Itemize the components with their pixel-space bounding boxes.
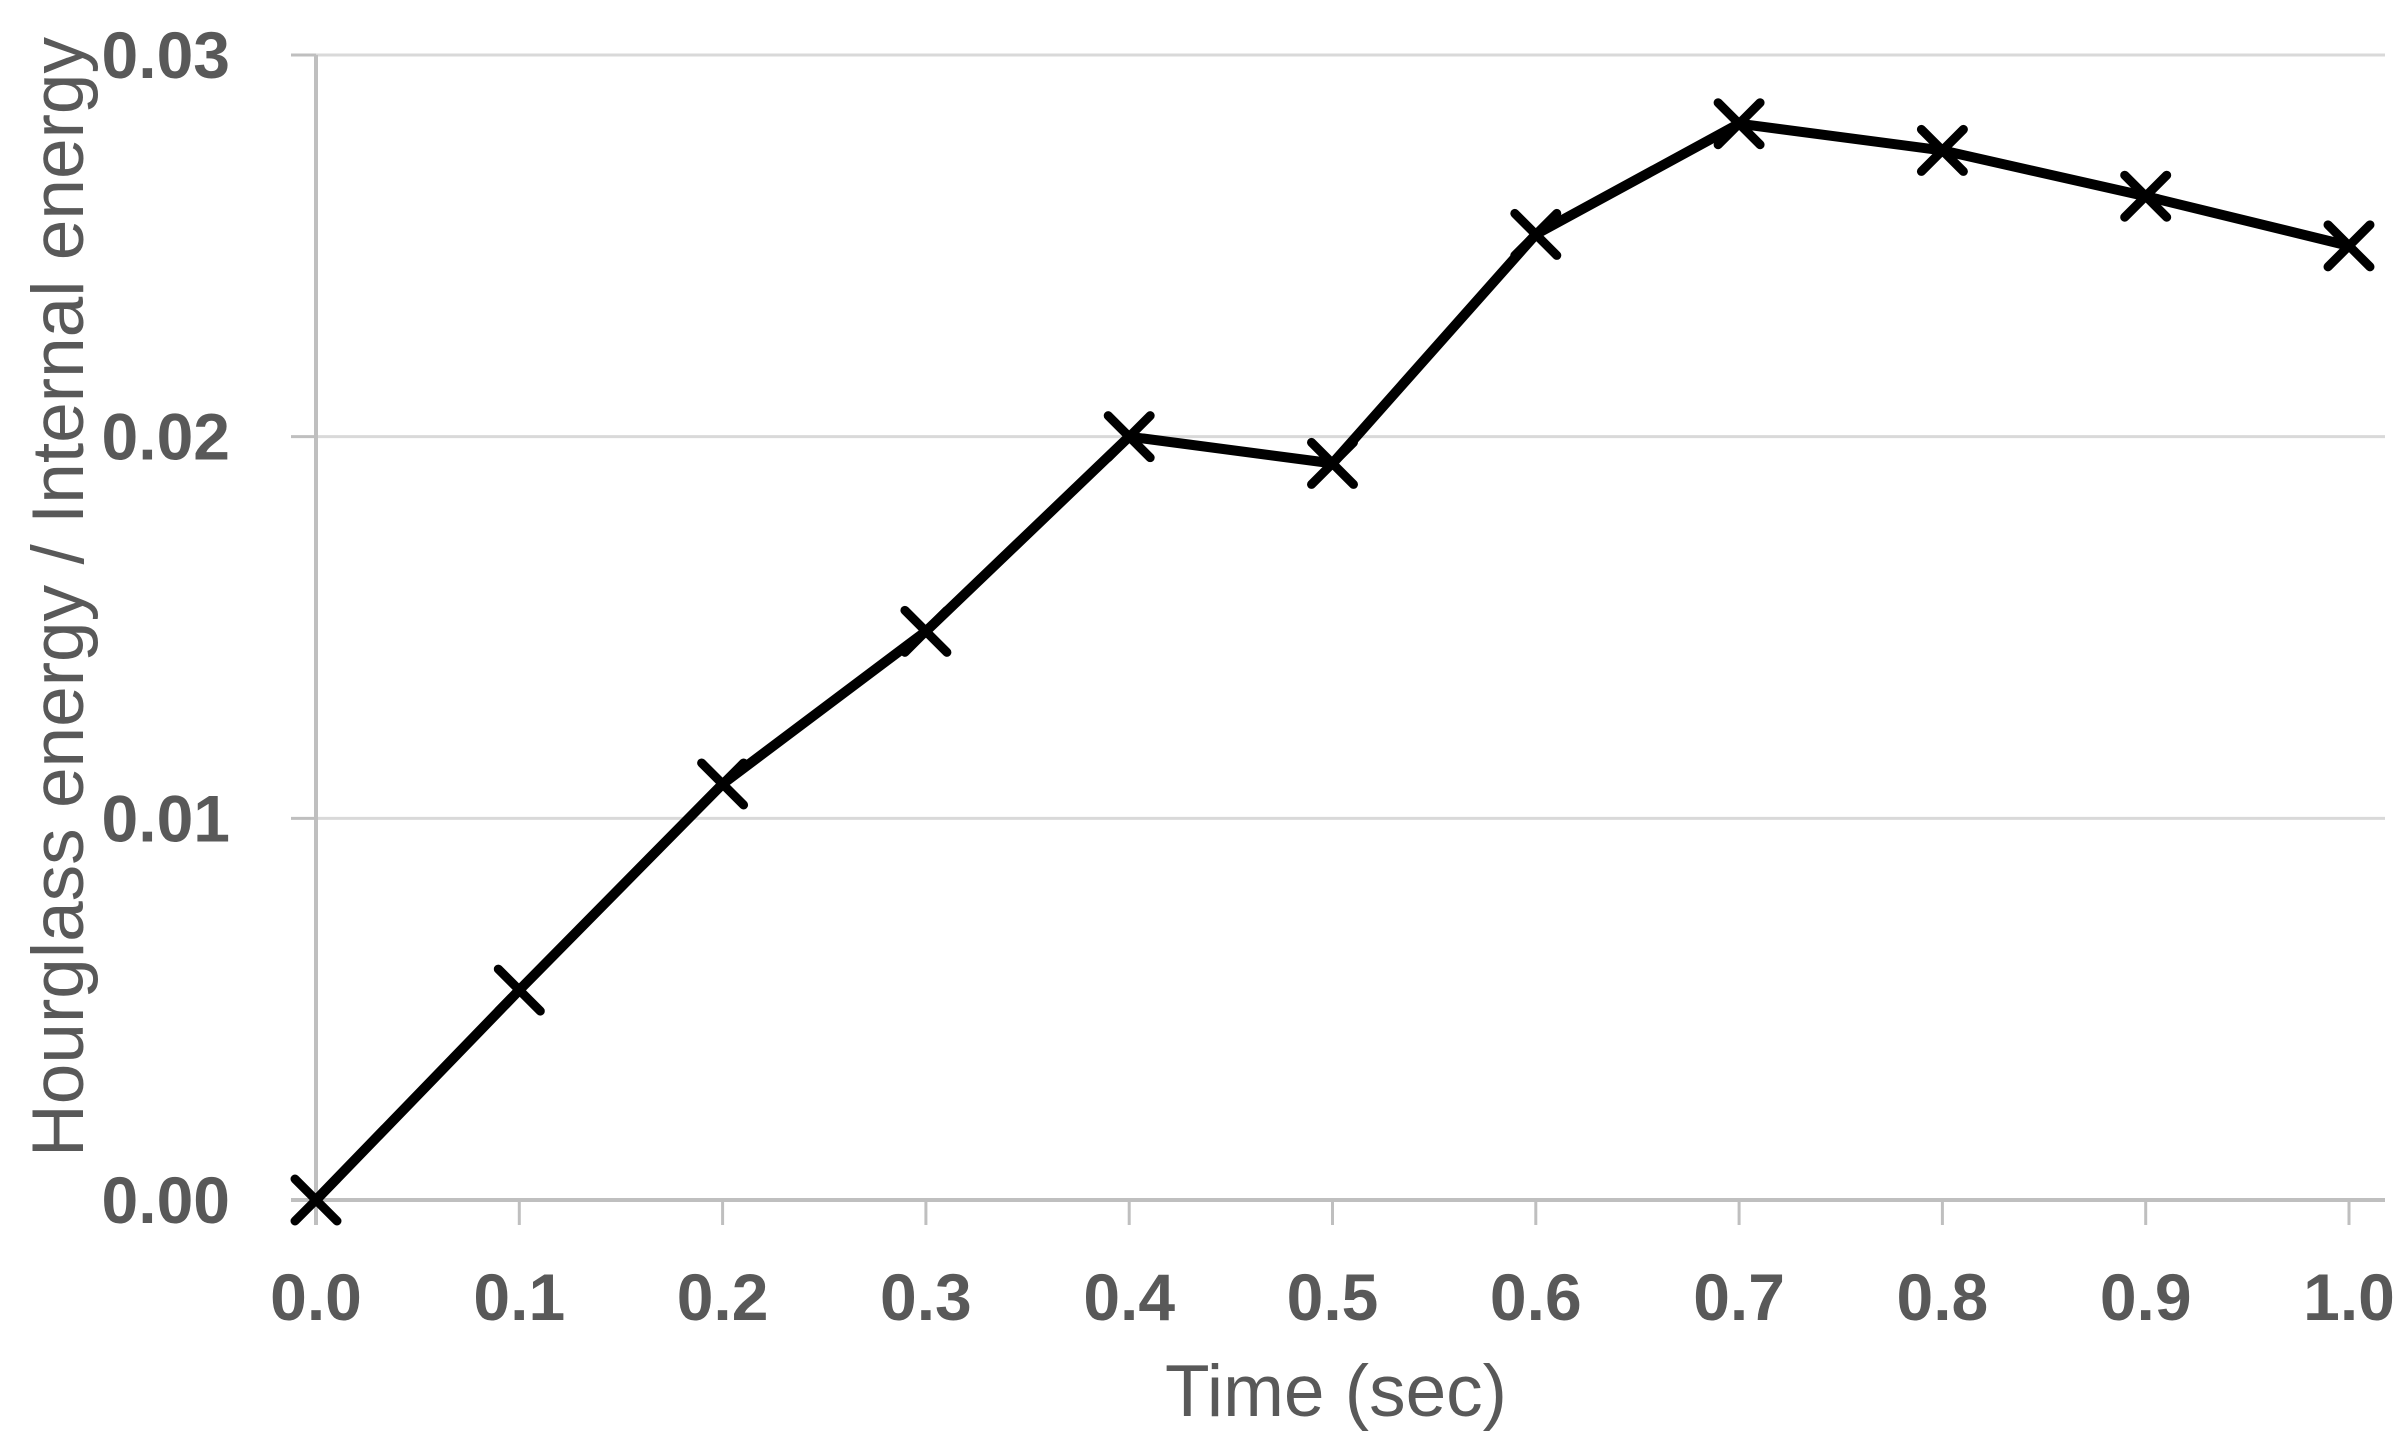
x-marker — [1510, 208, 1562, 260]
x-marker — [1916, 124, 1968, 176]
x-tick-label: 0.6 — [1490, 1260, 1582, 1334]
y-tick-label: 0.03 — [102, 18, 230, 92]
x-marker — [493, 964, 545, 1016]
x-marker — [900, 605, 952, 657]
y-tick-label: 0.02 — [102, 400, 230, 474]
x-marker — [2120, 170, 2172, 222]
x-tick-label: 0.3 — [880, 1260, 972, 1334]
series-line — [311, 118, 2354, 1205]
y-tick-label: 0.00 — [102, 1163, 230, 1237]
x-tick-label: 1.0 — [2303, 1260, 2395, 1334]
y-tick-label: 0.01 — [102, 781, 230, 855]
data-series — [290, 98, 2375, 1226]
x-marker — [697, 758, 749, 810]
x-tick-label: 0.5 — [1287, 1260, 1379, 1334]
x-marker — [290, 1174, 342, 1226]
x-tick-label: 0.2 — [677, 1260, 769, 1334]
x-tick-label: 0.1 — [473, 1260, 565, 1334]
x-tick-label: 0.0 — [270, 1260, 362, 1334]
axes — [291, 53, 2385, 1225]
x-tick-label: 0.8 — [1897, 1260, 1989, 1334]
x-tick-label: 0.7 — [1693, 1260, 1785, 1334]
y-axis-title: Hourglass energy / Internal energy — [18, 37, 99, 1157]
x-marker — [2323, 220, 2375, 272]
x-tick-label: 0.9 — [2100, 1260, 2192, 1334]
tick-labels: 0.00 0.01 0.02 0.03 0.0 0.1 0.2 0.3 0.4 0.5 0.6 0.7… — [102, 18, 2395, 1334]
x-marker — [1713, 98, 1765, 150]
x-marker — [1103, 411, 1155, 463]
x-marker — [1307, 437, 1358, 489]
x-axis-title: Time (sec) — [1165, 1351, 1507, 1432]
x-tick-label: 0.4 — [1083, 1260, 1175, 1334]
